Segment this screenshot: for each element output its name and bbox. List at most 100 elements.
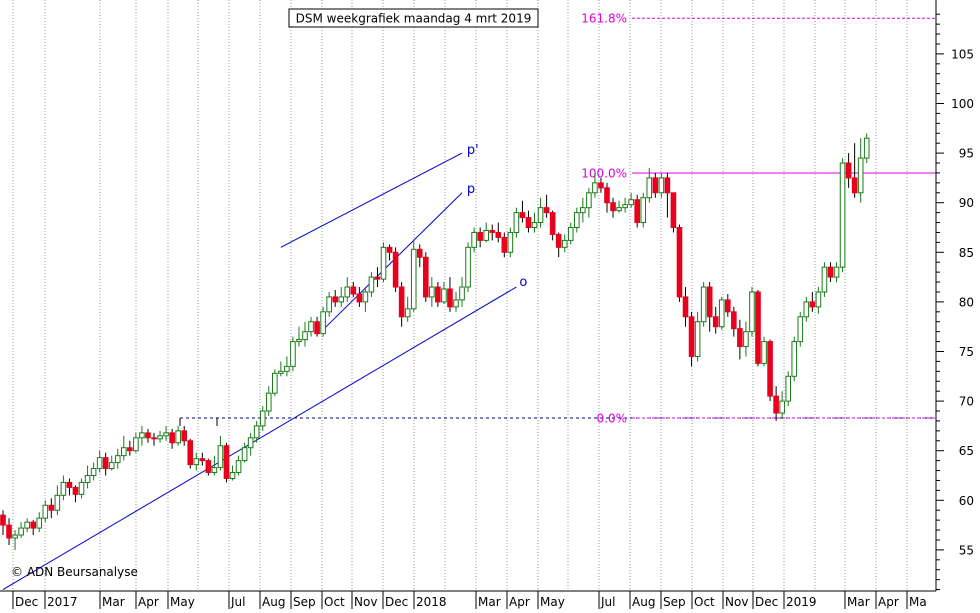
candle-body-86 (519, 212, 526, 219)
x-tick-label-9: Nov (354, 595, 377, 609)
candle-body-121 (731, 311, 737, 330)
title-box: DSM weekgrafiek maandag 4 mrt 2019 (288, 8, 539, 28)
candle-body-132 (797, 316, 804, 343)
x-tick-label-8: Oct (324, 595, 345, 609)
candle-body-134 (809, 301, 816, 308)
candle-body-63 (380, 246, 387, 280)
candle-body-98 (592, 182, 598, 194)
candle-body-6 (36, 517, 43, 529)
candle-body-118 (712, 316, 719, 328)
candle-body-28 (169, 432, 175, 444)
y-tick-label-1: 60 (959, 494, 974, 508)
candle-body-54 (326, 296, 332, 313)
x-tick-label-16: Aug (632, 595, 655, 609)
y-tick-label-8: 95 (959, 147, 974, 161)
candle-body-36 (217, 445, 224, 469)
annotations-layer: p' p o (467, 143, 528, 290)
candle-body-131 (791, 341, 798, 377)
candle-body-43 (259, 410, 266, 427)
x-tick-label-4: May (170, 595, 195, 609)
candle-body-5 (30, 521, 36, 529)
candle-body-111 (670, 192, 677, 228)
candle-body-46 (278, 370, 284, 374)
candle-body-137 (827, 266, 834, 278)
candle-body-80 (483, 229, 489, 241)
candle-body-115 (694, 321, 701, 357)
candle-body-40 (241, 447, 248, 462)
y-tick-label-0: 55 (959, 543, 974, 557)
candle-body-100 (604, 187, 610, 204)
candle-body-91 (549, 212, 556, 235)
candle-body-112 (676, 227, 683, 298)
candle-body-73 (441, 288, 447, 303)
candle-body-72 (435, 286, 441, 303)
candle-body-119 (718, 299, 725, 328)
x-axis-layer: Dec 2017 Mar Apr May Jul Aug Sep Oct Nov Dec 2018 Ma… (12, 591, 927, 609)
candle-body-11 (66, 481, 73, 488)
candle-body-1 (6, 524, 12, 539)
candle-body-96 (580, 207, 586, 214)
candle-body-120 (725, 299, 731, 313)
candle-body-95 (574, 212, 580, 228)
candle-body-8 (48, 504, 55, 511)
candle-body-7 (42, 504, 49, 519)
candle-body-4 (24, 521, 30, 529)
candle-body-59 (356, 293, 363, 303)
candle-body-109 (658, 177, 665, 194)
annotation-0: p' (467, 143, 479, 158)
annotation-1: p (467, 182, 475, 197)
candle-body-81 (489, 229, 496, 233)
candle-body-129 (779, 400, 785, 414)
candle-body-105 (634, 199, 641, 224)
y-tick-label-7: 90 (959, 196, 974, 210)
x-tick-label-5: Jul (230, 595, 245, 609)
candle-body-139 (839, 162, 846, 268)
x-tick-label-15: Jul (600, 595, 615, 609)
candle-body-117 (706, 286, 713, 318)
candle-body-138 (833, 266, 840, 278)
x-tick-label-0: Dec (15, 595, 38, 609)
fib-label-2: 0.0% (597, 411, 628, 425)
candle-body-30 (181, 430, 187, 442)
candle-body-99 (598, 182, 604, 189)
y-tick-label-2: 65 (959, 444, 974, 458)
candle-body-82 (495, 231, 502, 238)
candle-body-51 (308, 321, 314, 333)
candle-body-84 (507, 231, 514, 253)
candle-body-92 (555, 233, 562, 248)
candle-body-128 (773, 395, 779, 414)
candle-body-58 (350, 286, 357, 295)
y-axis-layer: 55 60 65 70 75 80 85 90 95 100 105 (936, 13, 974, 591)
x-tick-label-21: 2019 (786, 595, 817, 609)
candle-body-31 (187, 440, 194, 466)
candle-body-88 (531, 222, 538, 228)
candle-body-75 (453, 299, 459, 308)
y-tick-label-10: 105 (951, 47, 974, 61)
x-tick-label-7: Sep (293, 595, 316, 609)
candle-body-3 (18, 527, 24, 536)
candle-body-78 (471, 231, 477, 248)
x-tick-label-23: Apr (878, 595, 899, 609)
candle-body-21 (127, 447, 133, 452)
vertical-grid (12, 0, 908, 591)
candle-body-77 (465, 246, 471, 288)
y-tick-label-9: 100 (951, 97, 974, 111)
y-tick-label-6: 85 (959, 246, 974, 260)
candle-body-34 (205, 460, 212, 474)
x-tick-label-24: Ma (909, 595, 927, 609)
candle-body-125 (755, 291, 761, 364)
y-tick-label-4: 75 (959, 345, 974, 359)
candle-body-106 (640, 197, 647, 224)
candle-body-69 (416, 248, 423, 258)
candle-body-35 (211, 467, 218, 474)
candle-body-140 (845, 162, 852, 179)
x-tick-label-18: Oct (694, 595, 715, 609)
candle-body-142 (857, 157, 864, 194)
candle-body-64 (386, 246, 393, 253)
candle-body-107 (646, 177, 653, 199)
candle-body-17 (102, 457, 109, 470)
candle-body-19 (114, 455, 121, 464)
x-tick-label-17: Sep (663, 595, 686, 609)
